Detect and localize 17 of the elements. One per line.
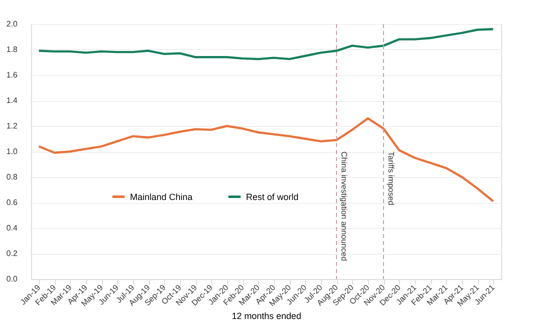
x-axis-title: 12 months ended (232, 311, 302, 322)
ref-line-label: China investigation announced (340, 152, 348, 261)
y-tick-label: 1.6 (6, 70, 18, 80)
y-tick-label: 0.8 (6, 172, 18, 182)
y-tick-label: 1.4 (6, 96, 18, 105)
y-tick-label: 2.0 (6, 20, 18, 28)
y-tick-label: 0.0 (6, 274, 18, 284)
y-tick-label: 1.0 (6, 147, 18, 156)
y-tick-label: 0.2 (6, 249, 18, 258)
y-tick-label: 0.6 (6, 198, 18, 207)
y-tick-label: 1.8 (6, 45, 18, 54)
legend-label: Mainland China (130, 192, 193, 202)
legend-label: Rest of world (246, 192, 299, 202)
line-series (38, 28, 494, 60)
y-tick-label: 1.2 (6, 122, 18, 130)
ref-line-label: Tariffs imposed (386, 152, 396, 206)
y-tick-label: 0.4 (6, 224, 18, 232)
